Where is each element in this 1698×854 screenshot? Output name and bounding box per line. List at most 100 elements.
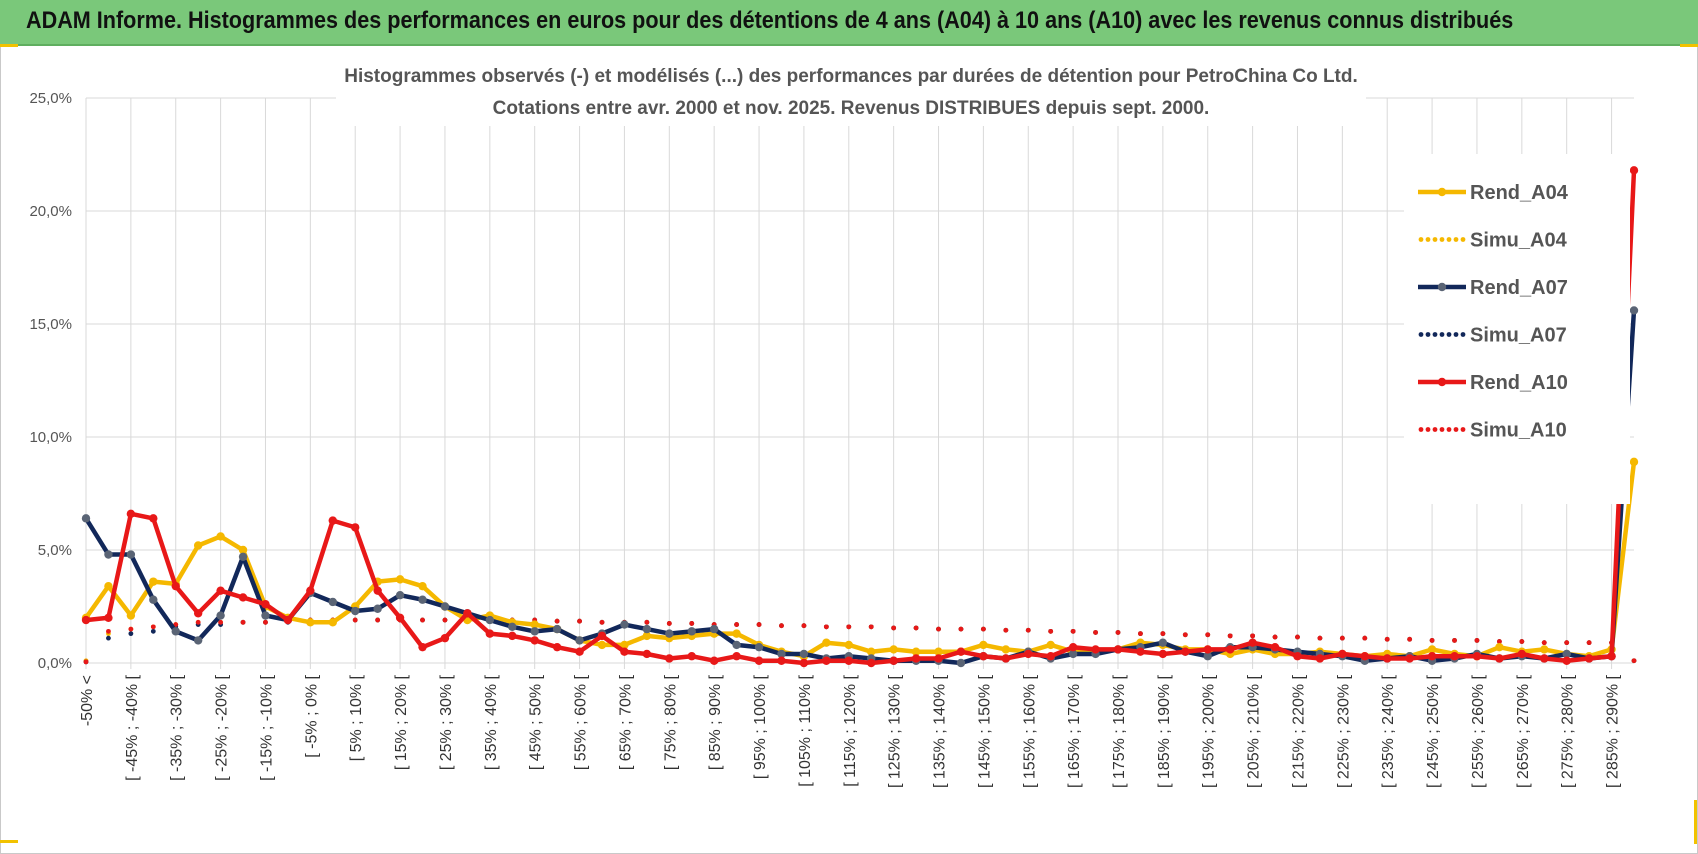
simulated-point xyxy=(1362,635,1368,641)
x-tick-label: [ 35% ; 40% [ xyxy=(483,674,500,770)
data-point xyxy=(1540,645,1549,654)
simulated-point xyxy=(150,624,156,630)
simulated-point xyxy=(1429,638,1435,643)
legend-swatch-dot xyxy=(1460,237,1466,242)
y-tick-label: 25,0% xyxy=(29,90,72,107)
data-point xyxy=(485,615,495,625)
simulated-point xyxy=(980,626,986,632)
series-rend-a10 xyxy=(81,166,1639,668)
data-point xyxy=(665,654,674,663)
chart-title: Histogrammes observés (-) et modélisés (… xyxy=(336,58,1366,126)
data-point xyxy=(1405,654,1414,663)
data-point xyxy=(597,631,607,641)
data-point xyxy=(104,581,113,591)
data-point xyxy=(193,609,203,618)
x-tick-label: [ 275% ; 280% [ xyxy=(1560,674,1577,788)
data-point xyxy=(104,613,113,622)
data-point xyxy=(1517,649,1527,659)
simulated-point xyxy=(1160,631,1166,637)
data-point xyxy=(1293,652,1302,661)
simulated-point xyxy=(1070,628,1076,634)
data-point xyxy=(373,586,382,595)
simulated-point xyxy=(128,631,134,637)
data-point xyxy=(822,638,831,647)
x-tick-label: [ 5% ; 10% [ xyxy=(348,674,365,761)
x-tick-label: [ 55% ; 60% [ xyxy=(573,674,590,770)
simulated-point xyxy=(823,624,829,630)
y-tick-label: 5,0% xyxy=(38,542,72,559)
simulated-point xyxy=(150,628,156,634)
legend-swatch-dot xyxy=(1432,427,1438,432)
data-point xyxy=(1629,457,1639,467)
simulated-point xyxy=(599,619,605,625)
data-point xyxy=(1158,638,1168,647)
legend-item: Rend_A07 xyxy=(1418,277,1568,299)
x-tick-label: [ 95% ; 100% [ xyxy=(752,674,769,779)
data-point xyxy=(552,642,562,652)
data-point xyxy=(126,509,136,519)
legend-swatch-dot xyxy=(1439,332,1445,337)
data-point xyxy=(665,629,674,638)
data-point xyxy=(238,552,248,561)
data-point xyxy=(1046,640,1055,650)
x-tick-label: [ -15% ; -10% [ xyxy=(258,674,275,780)
x-tick-label: [ 45% ; 50% [ xyxy=(528,674,545,770)
series-simu-a10 xyxy=(83,617,1637,665)
data-point xyxy=(81,615,91,625)
data-point xyxy=(351,523,360,532)
simulated-point xyxy=(1295,634,1300,640)
data-point xyxy=(463,609,472,618)
data-point xyxy=(530,636,539,645)
legend-swatch-dot xyxy=(1439,237,1445,242)
simulated-point xyxy=(779,623,784,629)
simulated-point xyxy=(1407,636,1413,642)
data-point xyxy=(238,545,248,555)
x-tick-label: [ 25% ; 30% [ xyxy=(438,674,455,770)
x-tick-label: [ 215% ; 220% [ xyxy=(1290,674,1307,788)
x-tick-label: [ 145% ; 150% [ xyxy=(976,674,993,788)
simulated-point xyxy=(936,626,941,632)
data-point xyxy=(1629,306,1639,315)
data-point xyxy=(1001,654,1011,663)
simulated-point xyxy=(734,622,740,627)
legend-swatch-dot xyxy=(1460,332,1466,337)
x-tick-label: [ 15% ; 20% [ xyxy=(393,674,410,770)
simulated-point xyxy=(1138,631,1143,637)
legend-item: Rend_A10 xyxy=(1418,372,1568,394)
simulated-point xyxy=(128,626,134,632)
x-tick-label: [ 105% ; 110% [ xyxy=(797,674,814,786)
data-point xyxy=(418,581,427,591)
data-point xyxy=(1383,654,1392,663)
data-point xyxy=(934,647,943,656)
data-point xyxy=(754,656,764,665)
data-point xyxy=(193,636,203,645)
legend-box xyxy=(1404,154,1630,504)
legend-swatch-marker xyxy=(1437,187,1447,197)
data-point xyxy=(777,656,786,665)
simulated-point xyxy=(644,619,650,625)
legend-label: Rend_A04 xyxy=(1470,182,1569,204)
legend-swatch-dot xyxy=(1446,332,1452,337)
simulated-point xyxy=(173,622,179,627)
data-point xyxy=(777,649,786,659)
simulated-point xyxy=(958,626,964,632)
data-point xyxy=(328,597,337,607)
data-point xyxy=(373,604,382,613)
x-tick-label: [ 155% ; 160% [ xyxy=(1021,674,1038,788)
data-point xyxy=(732,640,741,650)
x-tick-label: [ -5% ; 0% [ xyxy=(303,674,320,757)
simulated-point xyxy=(577,618,582,624)
simulated-point xyxy=(666,621,672,626)
data-point xyxy=(216,586,225,595)
simulated-point xyxy=(1586,640,1592,646)
data-point xyxy=(575,636,584,645)
simulated-point xyxy=(1496,639,1502,644)
x-tick-label: [ 245% ; 250% [ xyxy=(1425,674,1442,788)
y-tick-label: 15,0% xyxy=(29,316,72,333)
data-point xyxy=(1629,166,1639,175)
x-tick-label: [ 235% ; 240% [ xyxy=(1380,674,1397,788)
legend-item: Rend_A04 xyxy=(1418,182,1569,204)
data-point xyxy=(1248,638,1257,647)
data-point xyxy=(1068,642,1078,652)
simulated-point xyxy=(375,617,381,623)
